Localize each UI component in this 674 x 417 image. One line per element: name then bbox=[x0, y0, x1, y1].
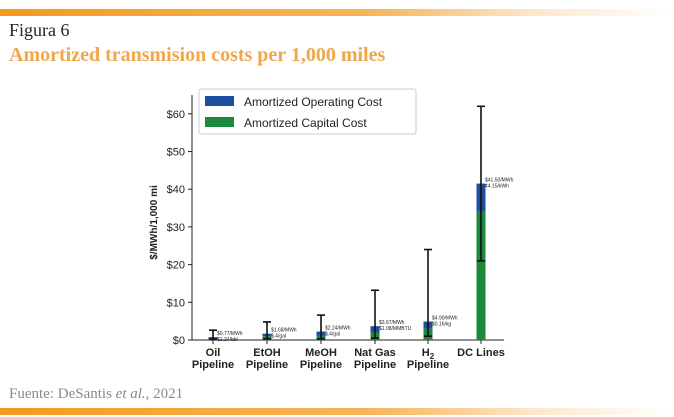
x-tick-label: MeOH bbox=[305, 347, 337, 359]
data-label: $1.68/MWh bbox=[271, 328, 297, 334]
data-label: ¢4.15/kWh bbox=[485, 184, 509, 190]
bar-capital-cost bbox=[476, 211, 486, 340]
legend-label-operating: Amortized Operating Cost bbox=[244, 95, 383, 109]
y-tick-label: $20 bbox=[167, 260, 185, 272]
x-tick-label: Nat Gas bbox=[354, 347, 396, 359]
legend-box bbox=[198, 88, 417, 135]
x-tick-label: Pipeline bbox=[246, 359, 288, 371]
data-label: $2.24/MWh bbox=[325, 326, 351, 332]
data-label: $0.16/kg bbox=[432, 322, 451, 328]
legend-swatch-operating bbox=[205, 96, 234, 106]
y-tick-label: $40 bbox=[167, 184, 185, 196]
figure-label: Figura 6 bbox=[9, 20, 70, 40]
x-tick-label: DC Lines bbox=[457, 347, 505, 359]
y-axis-label: $/MWh/1,000 mi bbox=[149, 185, 160, 260]
data-label: $41.50/MWh bbox=[485, 178, 514, 184]
y-tick-label: $50 bbox=[167, 147, 185, 159]
data-label: $.4/gal bbox=[271, 334, 286, 340]
top-accent-bar bbox=[0, 9, 674, 16]
data-label: $0.77/MWh bbox=[217, 331, 243, 337]
data-label: $4.90/MWh bbox=[432, 316, 458, 322]
bottom-accent-bar bbox=[0, 408, 674, 415]
legend-label-capital: Amortized Capital Cost bbox=[244, 116, 367, 130]
data-label: $3.67/MWh bbox=[379, 320, 405, 326]
data-label: $1.08/MMBTU bbox=[379, 326, 412, 332]
legend-swatch-capital bbox=[205, 117, 234, 127]
x-tick-label: Oil bbox=[206, 347, 221, 359]
source-suffix: , 2021 bbox=[145, 386, 184, 402]
source-italic: et al. bbox=[115, 386, 146, 402]
y-tick-label: $30 bbox=[167, 222, 185, 234]
source-note: Fuente: DeSantis et al., 2021 bbox=[9, 386, 183, 403]
x-tick-label: Pipeline bbox=[407, 359, 449, 371]
x-tick-label: H2 bbox=[422, 347, 435, 361]
x-tick-label: Pipeline bbox=[300, 359, 342, 371]
source-prefix: Fuente: DeSantis bbox=[9, 386, 116, 402]
figure-title: Amortized transmision costs per 1,000 mi… bbox=[9, 44, 386, 66]
y-tick-label: $60 bbox=[167, 109, 185, 121]
y-tick-label: $10 bbox=[167, 297, 185, 309]
x-tick-label: Pipeline bbox=[192, 359, 234, 371]
x-tick-label: EtOH bbox=[253, 347, 281, 359]
data-label: $.4/gal bbox=[325, 332, 340, 338]
data-label: $1.24/bbl bbox=[217, 337, 238, 343]
y-tick-label: $0 bbox=[173, 335, 185, 347]
x-tick-label: Pipeline bbox=[354, 359, 396, 371]
